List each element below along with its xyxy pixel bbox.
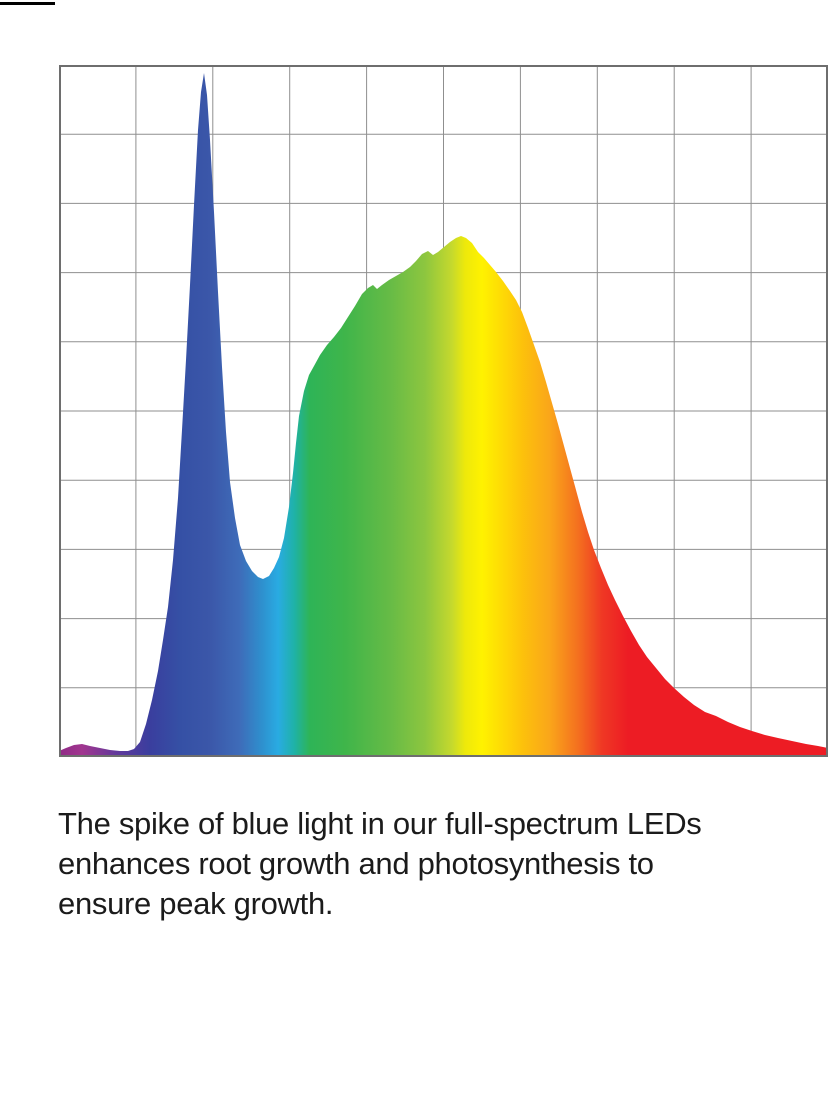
chart-border bbox=[59, 65, 828, 757]
caption: The spike of blue light in our full-spec… bbox=[58, 804, 798, 924]
caption-line: enhances root growth and photosynthesis … bbox=[58, 846, 654, 881]
spectrum-svg bbox=[59, 65, 828, 757]
led-spectrum-chart bbox=[59, 65, 828, 757]
top-left-border-artifact bbox=[0, 2, 55, 5]
spectrum-area bbox=[59, 73, 828, 757]
caption-line: The spike of blue light in our full-spec… bbox=[58, 806, 702, 841]
caption-line: ensure peak growth. bbox=[58, 886, 334, 921]
